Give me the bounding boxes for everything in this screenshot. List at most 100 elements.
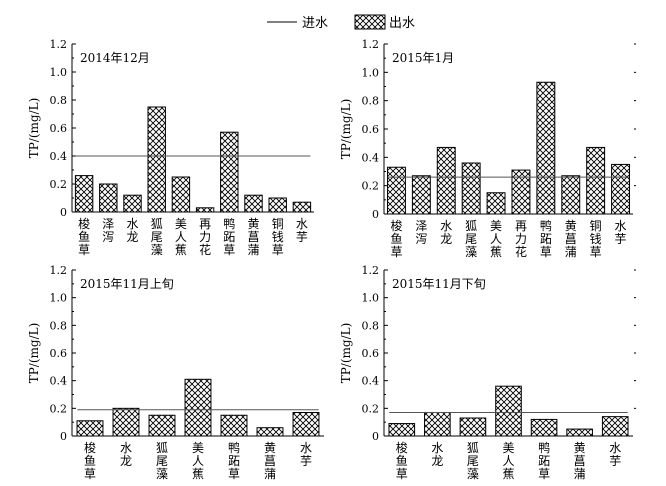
x-tick-label: 鸭跖草: [228, 441, 240, 481]
panel-title: 2014年12月: [80, 51, 150, 65]
bar-outflow: [220, 131, 239, 213]
bar-outflow: [495, 385, 522, 437]
bar-outflow: [486, 192, 506, 215]
bar-outflow: [147, 106, 166, 213]
x-tick-label: 狐尾藻: [465, 219, 477, 259]
bar-outflow: [461, 162, 481, 215]
y-tick-label: 1.2: [50, 264, 68, 277]
bar-outflow: [459, 417, 487, 437]
x-tick-label: 水芋: [615, 219, 627, 246]
legend-inflow-label: 进水: [302, 16, 328, 31]
chart-panel-1: 0 0.2 0.4 0.6 0.8 1.0 1.2 TP/(mg/L) 2014年12月梭鱼草泽…: [27, 38, 314, 257]
y-tick-label: 0.6: [50, 122, 68, 135]
x-tick-label: 泽泻: [415, 219, 427, 246]
y-tick-label: 0.4: [362, 375, 380, 388]
bar-outflow: [386, 166, 406, 215]
x-tick-label: 水龙: [120, 441, 132, 468]
bar-outflow: [511, 169, 531, 215]
bar-outflow: [268, 197, 287, 213]
x-tick-label: 美人蕉: [490, 219, 502, 259]
bar-outflow: [148, 414, 176, 437]
panel-title: 2015年1月: [392, 51, 454, 65]
x-tick-label: 狐尾藻: [467, 441, 479, 481]
y-tick-label: 0.2: [50, 178, 68, 191]
y-tick-label: 0.2: [50, 402, 68, 415]
bar-outflow: [611, 163, 631, 215]
x-tick-label: 铜钱草: [590, 218, 602, 259]
y-axis-title: TP/(mg/L): [27, 98, 41, 159]
y-tick-label: 1.2: [50, 38, 68, 51]
bar-outflow: [244, 194, 263, 213]
x-tick-label: 水龙: [440, 219, 452, 246]
y-tick-label: 0.4: [50, 150, 68, 163]
bar-outflow: [184, 378, 212, 437]
x-tick-label: 狐尾藻: [151, 217, 163, 257]
x-tick-label: 黄菖蒲: [565, 219, 577, 259]
y-tick-label: 0.2: [362, 402, 380, 415]
y-axis-title: TP/(mg/L): [339, 99, 353, 160]
bar-outflow: [586, 146, 606, 215]
bar-outflow: [424, 411, 451, 437]
y-tick-label: 0: [60, 430, 67, 443]
y-tick-label: 0.4: [50, 375, 68, 388]
y-tick-label: 0.8: [50, 94, 68, 107]
bar-outflow: [566, 428, 593, 437]
bar-outflow: [601, 416, 629, 437]
y-tick-label: 0.2: [362, 180, 380, 193]
y-tick-label: 0.6: [362, 347, 380, 360]
y-axis-title: TP/(mg/L): [339, 323, 353, 384]
y-tick-label: 0: [60, 206, 67, 219]
x-tick-label: 美人蕉: [192, 441, 204, 481]
y-tick-label: 1.0: [362, 292, 380, 305]
bar-outflow: [256, 427, 284, 437]
x-tick-label: 水芋: [300, 441, 312, 468]
y-tick-label: 0.8: [362, 95, 380, 108]
bar-outflow: [74, 175, 94, 213]
bar-outflow: [112, 407, 140, 437]
legend-outflow-label: 出水: [389, 16, 415, 31]
chart-panel-3: 0 0.2 0.4 0.6 0.8 1.0 1.2 TP/(mg/L) 2015年11月上旬梭鱼…: [27, 264, 324, 481]
x-tick-label: 铜钱草: [272, 216, 284, 257]
bar-outflow: [171, 176, 191, 213]
y-tick-label: 0.8: [50, 319, 68, 332]
x-tick-label: 水龙: [126, 217, 138, 244]
x-tick-label: 黄菖蒲: [264, 441, 276, 481]
bar-outflow: [436, 146, 456, 215]
legend-outflow-swatch: [354, 14, 386, 30]
x-tick-label: 鸭跖草: [223, 217, 235, 257]
x-tick-label: 梭鱼草: [84, 440, 96, 481]
x-tick-label: 梭鱼草: [390, 218, 402, 259]
y-axis-title: TP/(mg/L): [27, 323, 41, 384]
y-tick-label: 0.8: [362, 319, 380, 332]
y-tick-label: 1.2: [362, 264, 380, 277]
x-tick-label: 黄菖蒲: [574, 441, 586, 481]
x-tick-label: 水芋: [609, 441, 621, 468]
y-tick-label: 0.6: [362, 123, 380, 136]
x-tick-label: 水龙: [431, 441, 443, 468]
panel-title: 2015年11月下旬: [392, 277, 486, 291]
x-tick-label: 再力花: [199, 217, 211, 257]
bar-outflow: [99, 183, 118, 213]
legend: 进水 出水: [267, 14, 415, 31]
bar-outflow: [411, 175, 431, 215]
y-tick-label: 0: [372, 430, 379, 443]
y-tick-label: 0.6: [50, 347, 68, 360]
bar-outflow: [530, 418, 558, 437]
bar-outflow: [123, 194, 142, 213]
chart-panel-4: 0 0.2 0.4 0.6 0.8 1.0 1.2 TP/(mg/L) 2015年11月下旬梭鱼…: [339, 264, 636, 481]
x-tick-label: 再力花: [515, 219, 527, 259]
y-tick-label: 1.0: [362, 66, 380, 79]
bar-outflow: [76, 420, 104, 437]
bar-outflow: [292, 411, 320, 437]
bar-outflow: [195, 207, 215, 213]
x-tick-label: 水芋: [296, 217, 308, 244]
bar-outflow: [561, 175, 581, 215]
x-tick-label: 鸭跖草: [540, 219, 552, 259]
bar-outflow: [388, 423, 416, 437]
x-tick-label: 黄菖蒲: [247, 217, 259, 257]
x-tick-label: 梭鱼草: [78, 216, 90, 257]
panel-title: 2015年11月上旬: [80, 277, 174, 291]
